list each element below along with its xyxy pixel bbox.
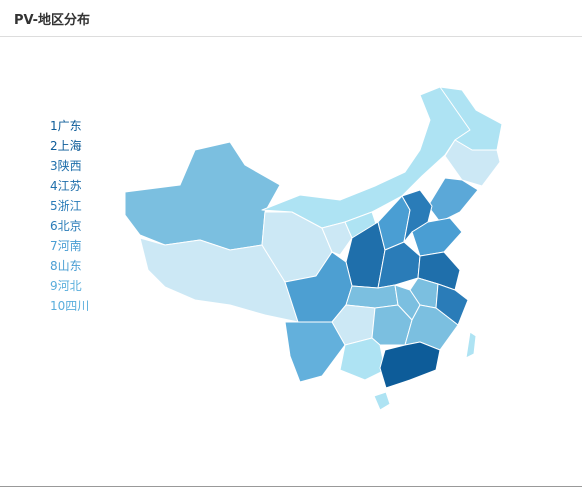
region [465, 331, 477, 359]
ranking-item: 6北京 [50, 216, 89, 236]
ranking-item: 1广东 [50, 116, 89, 136]
ranking-name: 陕西 [57, 159, 82, 173]
ranking-name: 江苏 [57, 179, 82, 193]
ranking-item: 4江苏 [50, 176, 89, 196]
panel-title: PV-地区分布 [14, 13, 91, 28]
region [124, 141, 281, 251]
ranking-rank: 3 [50, 159, 58, 173]
ranking-item: 9河北 [50, 276, 89, 296]
ranking-item: 10四川 [50, 296, 89, 316]
ranking-item: 5浙江 [50, 196, 89, 216]
ranking-item: 8山东 [50, 256, 89, 276]
region [345, 284, 399, 309]
region [339, 337, 386, 381]
region [427, 177, 479, 223]
ranking-name: 上海 [57, 139, 82, 153]
region [373, 391, 391, 411]
region [444, 139, 501, 187]
ranking-name: 河南 [57, 239, 82, 253]
ranking-item: 7河南 [50, 236, 89, 256]
ranking-rank: 9 [50, 279, 58, 293]
ranking-rank: 4 [50, 179, 58, 193]
ranking-rank: 10 [50, 299, 66, 313]
ranking-list: 1广东 2上海 3陕西 4江苏 5浙江 6北京 7河南 8山东 9河北 10四川 [50, 116, 89, 316]
ranking-name: 浙江 [57, 199, 82, 213]
region [321, 221, 353, 256]
ranking-item: 3陕西 [50, 156, 89, 176]
ranking-name: 北京 [57, 219, 82, 233]
ranking-name: 山东 [57, 259, 82, 273]
ranking-rank: 1 [50, 119, 58, 133]
ranking-rank: 8 [50, 259, 58, 273]
ranking-name: 河北 [57, 279, 82, 293]
ranking-name: 广东 [57, 119, 82, 133]
ranking-rank: 5 [50, 199, 58, 213]
region [284, 321, 346, 383]
ranking-item: 2上海 [50, 136, 89, 156]
divider [0, 36, 582, 37]
region [379, 341, 441, 389]
region [435, 283, 469, 326]
ranking-rank: 2 [50, 139, 58, 153]
ranking-rank: 6 [50, 219, 58, 233]
ranking-name: 四川 [65, 299, 90, 313]
ranking-rank: 7 [50, 239, 58, 253]
